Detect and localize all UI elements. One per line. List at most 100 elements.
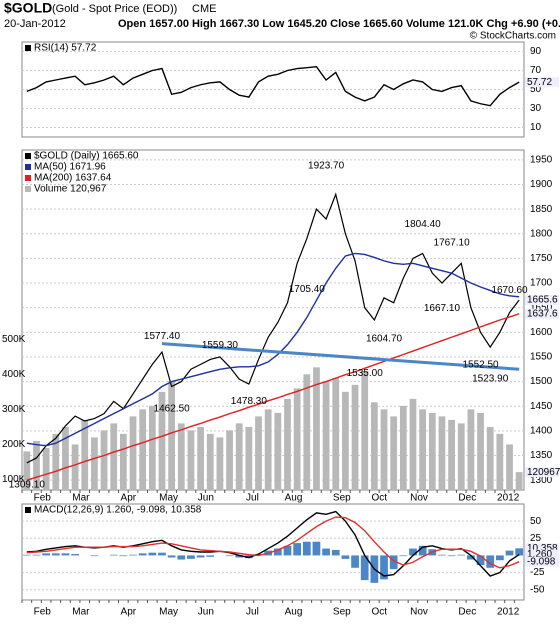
histogram-bar: [51, 553, 60, 556]
volume-bar: [245, 426, 253, 490]
x-tick-label: Aug: [285, 493, 303, 504]
y-tick-label: 1450: [530, 401, 553, 412]
annotation: 1309.10: [9, 479, 46, 490]
credit: © StockCharts.com: [470, 31, 556, 42]
volume-bar: [255, 416, 262, 490]
histogram-bar: [138, 553, 147, 556]
y-tick-label: -50: [530, 584, 545, 595]
y-tick-label: 50: [530, 84, 542, 95]
histogram-bar: [158, 552, 166, 556]
x-tick-label: Nov: [410, 493, 428, 504]
histogram-bar: [61, 553, 70, 556]
annotation: 1705.40: [289, 284, 326, 295]
y-tick-label: 1950: [530, 154, 553, 165]
histogram-bar: [235, 555, 244, 558]
y-tick-label: 1800: [530, 228, 553, 239]
histogram-bar: [389, 555, 398, 570]
histogram-bar: [119, 555, 128, 557]
volume-bar: [409, 398, 417, 490]
annotation: 1535.00: [347, 368, 384, 379]
histogram-bar: [360, 555, 369, 581]
y-tick-label: 70: [530, 65, 542, 76]
x-tick-label: May: [159, 607, 178, 618]
y-tick-label: 1650: [530, 302, 553, 313]
annotation: 1559.30: [202, 340, 239, 351]
volume-bar: [168, 381, 176, 490]
histogram-bar: [206, 555, 215, 557]
histogram-bar: [71, 554, 79, 556]
volume-bar: [361, 370, 369, 490]
value-tag: 1.260: [527, 549, 552, 560]
histogram-bar: [109, 554, 118, 556]
volume-bar: [226, 430, 233, 490]
y-tick-label: 1600: [530, 327, 553, 338]
histogram-bar: [476, 555, 485, 566]
histogram-bar: [515, 548, 524, 556]
volume-bar: [81, 419, 89, 490]
value-tag: -9.098: [527, 556, 556, 567]
value-tag-bg: [525, 294, 559, 305]
x-tick-label: Aug: [285, 607, 303, 618]
x-tick-label: Apr: [121, 493, 137, 504]
x-tick-label: 2012: [497, 493, 520, 504]
volume-bar: [342, 391, 349, 490]
volume-bar: [428, 412, 436, 490]
value-tag: 1665.6: [527, 295, 558, 306]
trendline: [161, 342, 520, 371]
x-tick-label: Mar: [72, 493, 90, 504]
volume-bar: [100, 430, 108, 490]
volume-bar: [42, 447, 50, 490]
histogram-bar: [283, 545, 292, 556]
x-tick-label: Dec: [458, 493, 476, 504]
volume-bar: [380, 409, 388, 490]
histogram-bar: [380, 555, 388, 580]
histogram-bar: [486, 555, 495, 568]
annotation: 1767.10: [434, 238, 471, 249]
histogram-bar: [22, 554, 31, 556]
date: 20-Jan-2012: [4, 18, 66, 30]
histogram-bar: [129, 554, 137, 556]
volume-bar: [351, 384, 359, 490]
x-tick-label: May: [159, 493, 178, 504]
volume-bar: [332, 377, 340, 490]
x-tick-label: Apr: [121, 607, 137, 618]
legend-entry: RSI(14) 57.72: [34, 43, 97, 54]
y-tick-label: 1550: [530, 352, 553, 363]
histogram-bar: [399, 555, 408, 557]
volume-bar: [419, 409, 427, 490]
volume-bar: [216, 437, 224, 490]
quote: Open 1657.00 High 1667.30 Low 1645.20 Cl…: [118, 18, 560, 30]
value-tag: 57.72: [527, 77, 552, 88]
histogram-bar: [331, 549, 340, 556]
y-tick-label: 1850: [530, 204, 553, 215]
annotation: 1923.70: [308, 160, 345, 171]
x-tick-label: Oct: [372, 493, 388, 504]
y-tick-label: 1300: [530, 475, 553, 486]
y-tick-label: 1400: [530, 426, 553, 437]
x-tick-label: Sep: [333, 493, 351, 504]
volume-bar: [438, 416, 446, 490]
volume-tick-label: 100K: [2, 474, 26, 485]
volume-bar: [457, 423, 465, 490]
volume-bar: [467, 409, 475, 490]
histogram-bar: [409, 548, 417, 556]
volume-bar: [52, 433, 60, 490]
legend-entry: MA(200) 1637.64: [34, 173, 112, 184]
volume-bar: [119, 433, 127, 490]
x-tick-label: Jun: [198, 607, 214, 618]
series-line: [26, 516, 520, 569]
legend-entry: Volume 120,967: [34, 184, 107, 195]
y-tick-label: 25: [530, 533, 542, 544]
x-tick-label: 2012: [497, 607, 520, 618]
value-tag: 120967: [527, 467, 560, 478]
value-tag-bg: [525, 308, 559, 319]
legend-entry: MA(50) 1671.96: [34, 162, 106, 173]
x-tick-label: Dec: [458, 607, 476, 618]
x-tick-label: Jun: [198, 493, 214, 504]
volume-bar: [496, 433, 504, 490]
volume-bar: [62, 426, 69, 490]
symbol: $GOLD: [4, 0, 52, 16]
annotation: 1577.40: [144, 331, 181, 342]
histogram-bar: [177, 555, 186, 560]
value-tag-bg: [525, 543, 559, 554]
